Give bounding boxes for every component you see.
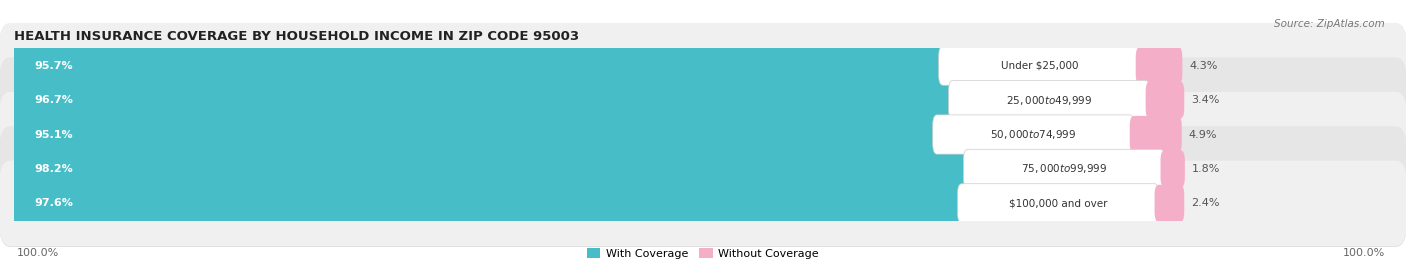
FancyBboxPatch shape — [8, 42, 969, 89]
Text: 100.0%: 100.0% — [1343, 248, 1385, 258]
Text: Source: ZipAtlas.com: Source: ZipAtlas.com — [1274, 19, 1385, 29]
Text: $25,000 to $49,999: $25,000 to $49,999 — [1007, 94, 1092, 107]
Text: 4.3%: 4.3% — [1189, 61, 1218, 71]
FancyBboxPatch shape — [963, 149, 1164, 189]
FancyBboxPatch shape — [1146, 82, 1184, 119]
Text: 100.0%: 100.0% — [17, 248, 59, 258]
FancyBboxPatch shape — [8, 111, 963, 158]
Text: HEALTH INSURANCE COVERAGE BY HOUSEHOLD INCOME IN ZIP CODE 95003: HEALTH INSURANCE COVERAGE BY HOUSEHOLD I… — [14, 30, 579, 43]
FancyBboxPatch shape — [0, 127, 1406, 212]
FancyBboxPatch shape — [0, 58, 1406, 143]
Text: Under $25,000: Under $25,000 — [1001, 61, 1078, 71]
Text: $75,000 to $99,999: $75,000 to $99,999 — [1021, 162, 1107, 175]
FancyBboxPatch shape — [1130, 116, 1182, 153]
FancyBboxPatch shape — [949, 80, 1150, 120]
FancyBboxPatch shape — [0, 57, 1406, 143]
FancyBboxPatch shape — [1136, 47, 1182, 84]
Legend: With Coverage, Without Coverage: With Coverage, Without Coverage — [582, 244, 824, 263]
FancyBboxPatch shape — [0, 93, 1406, 178]
FancyBboxPatch shape — [939, 46, 1140, 85]
Text: 4.9%: 4.9% — [1188, 129, 1218, 140]
FancyBboxPatch shape — [957, 184, 1159, 223]
Text: 95.1%: 95.1% — [35, 129, 73, 140]
FancyBboxPatch shape — [8, 180, 988, 227]
Text: 2.4%: 2.4% — [1191, 198, 1219, 208]
FancyBboxPatch shape — [1160, 150, 1185, 187]
Text: 98.2%: 98.2% — [35, 164, 73, 174]
Text: 1.8%: 1.8% — [1192, 164, 1220, 174]
FancyBboxPatch shape — [0, 161, 1406, 246]
FancyBboxPatch shape — [0, 24, 1406, 109]
Text: 97.6%: 97.6% — [35, 198, 73, 208]
Text: 3.4%: 3.4% — [1191, 95, 1219, 105]
FancyBboxPatch shape — [932, 115, 1133, 154]
FancyBboxPatch shape — [0, 126, 1406, 212]
Text: 95.7%: 95.7% — [35, 61, 73, 71]
FancyBboxPatch shape — [1154, 185, 1184, 222]
FancyBboxPatch shape — [8, 145, 994, 193]
Text: 96.7%: 96.7% — [35, 95, 73, 105]
Text: $50,000 to $74,999: $50,000 to $74,999 — [990, 128, 1077, 141]
FancyBboxPatch shape — [0, 92, 1406, 177]
FancyBboxPatch shape — [0, 23, 1406, 108]
Text: $100,000 and over: $100,000 and over — [1010, 198, 1108, 208]
FancyBboxPatch shape — [8, 76, 979, 124]
FancyBboxPatch shape — [0, 161, 1406, 247]
